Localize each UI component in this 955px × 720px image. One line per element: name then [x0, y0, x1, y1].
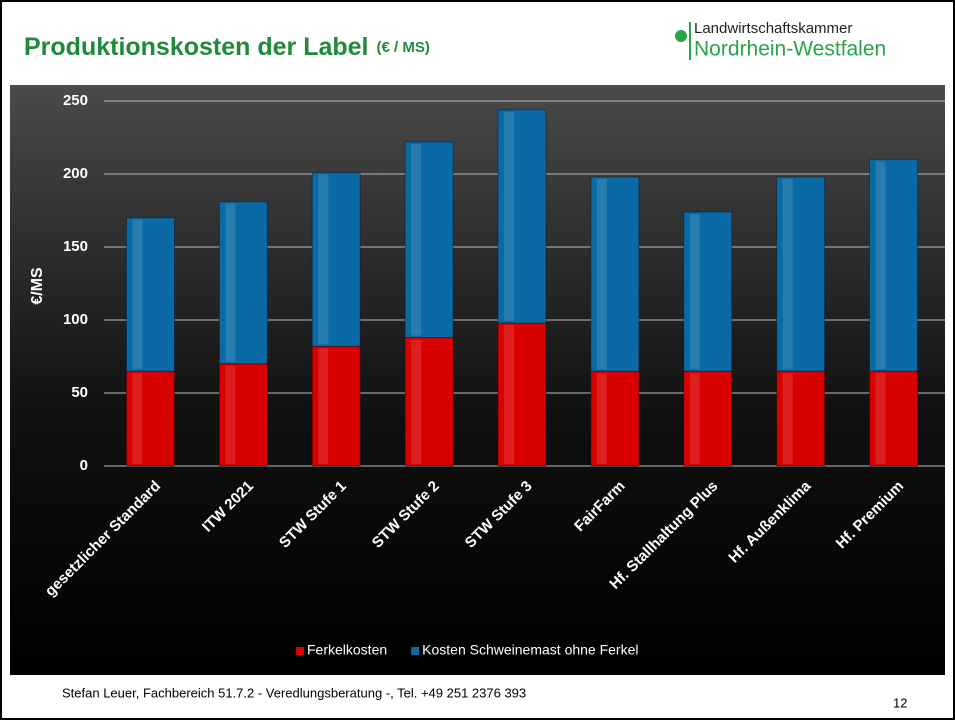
bar-segment — [311, 345, 361, 467]
bar-highlight — [132, 219, 143, 370]
bar-segment — [404, 141, 454, 339]
bar-highlight — [689, 213, 700, 370]
bar-highlight — [411, 143, 422, 336]
legend-label: Kosten Schweinemast ohne Ferkel — [422, 642, 638, 658]
bar-segment — [497, 109, 547, 324]
bar-segment — [497, 322, 547, 467]
bar-segment — [125, 217, 175, 372]
bar-segment — [590, 370, 640, 467]
legend-label: Ferkelkosten — [307, 642, 387, 658]
title-text: Produktionskosten der Label — [24, 33, 369, 61]
y-tick-label: 200 — [63, 165, 88, 182]
bar-highlight — [782, 373, 793, 464]
bar-highlight — [318, 174, 329, 345]
logo-bar — [689, 22, 691, 60]
y-tick-label: 100 — [63, 311, 88, 328]
legend-swatch — [296, 647, 304, 655]
bar-segment — [776, 370, 826, 467]
bar-segment — [218, 201, 268, 365]
bar-highlight — [782, 178, 793, 370]
bar-highlight — [596, 178, 607, 370]
bar-segment — [869, 158, 919, 372]
bar-highlight — [596, 373, 607, 464]
bar-segment — [311, 172, 361, 347]
bar-highlight — [225, 203, 236, 362]
bar-highlight — [504, 324, 514, 464]
bar-highlight — [225, 365, 236, 464]
logo-line2: Nordrhein-Westfalen — [694, 38, 886, 61]
page-number: 12 — [893, 695, 907, 710]
y-tick-label: 0 — [80, 457, 88, 474]
bar-highlight — [318, 348, 329, 464]
y-tick-label: 50 — [71, 384, 88, 401]
logo-line1: Landwirtschaftskammer — [694, 20, 852, 37]
bar-highlight — [689, 373, 700, 464]
logo-dot — [675, 30, 687, 42]
footer-text: Stefan Leuer, Fachbereich 51.7.2 - Vered… — [62, 685, 526, 700]
bar-segment — [869, 370, 919, 467]
y-axis-label: €/MS — [29, 267, 46, 305]
legend-swatch — [411, 647, 420, 655]
bar-highlight — [875, 161, 886, 370]
slide-title: Produktionskosten der Label (€ / MS) — [24, 33, 430, 61]
bar-highlight — [411, 339, 422, 464]
bar-segment — [590, 176, 640, 372]
bar-segment — [776, 176, 826, 372]
y-tick-label: 250 — [63, 92, 88, 109]
bar-highlight — [504, 111, 514, 321]
bar-segment — [683, 211, 733, 372]
bar-highlight — [875, 373, 886, 464]
bar-highlight — [132, 373, 143, 464]
title-unit: (€ / MS) — [377, 39, 430, 56]
bar-segment — [404, 337, 454, 467]
y-tick-label: 150 — [63, 238, 88, 255]
